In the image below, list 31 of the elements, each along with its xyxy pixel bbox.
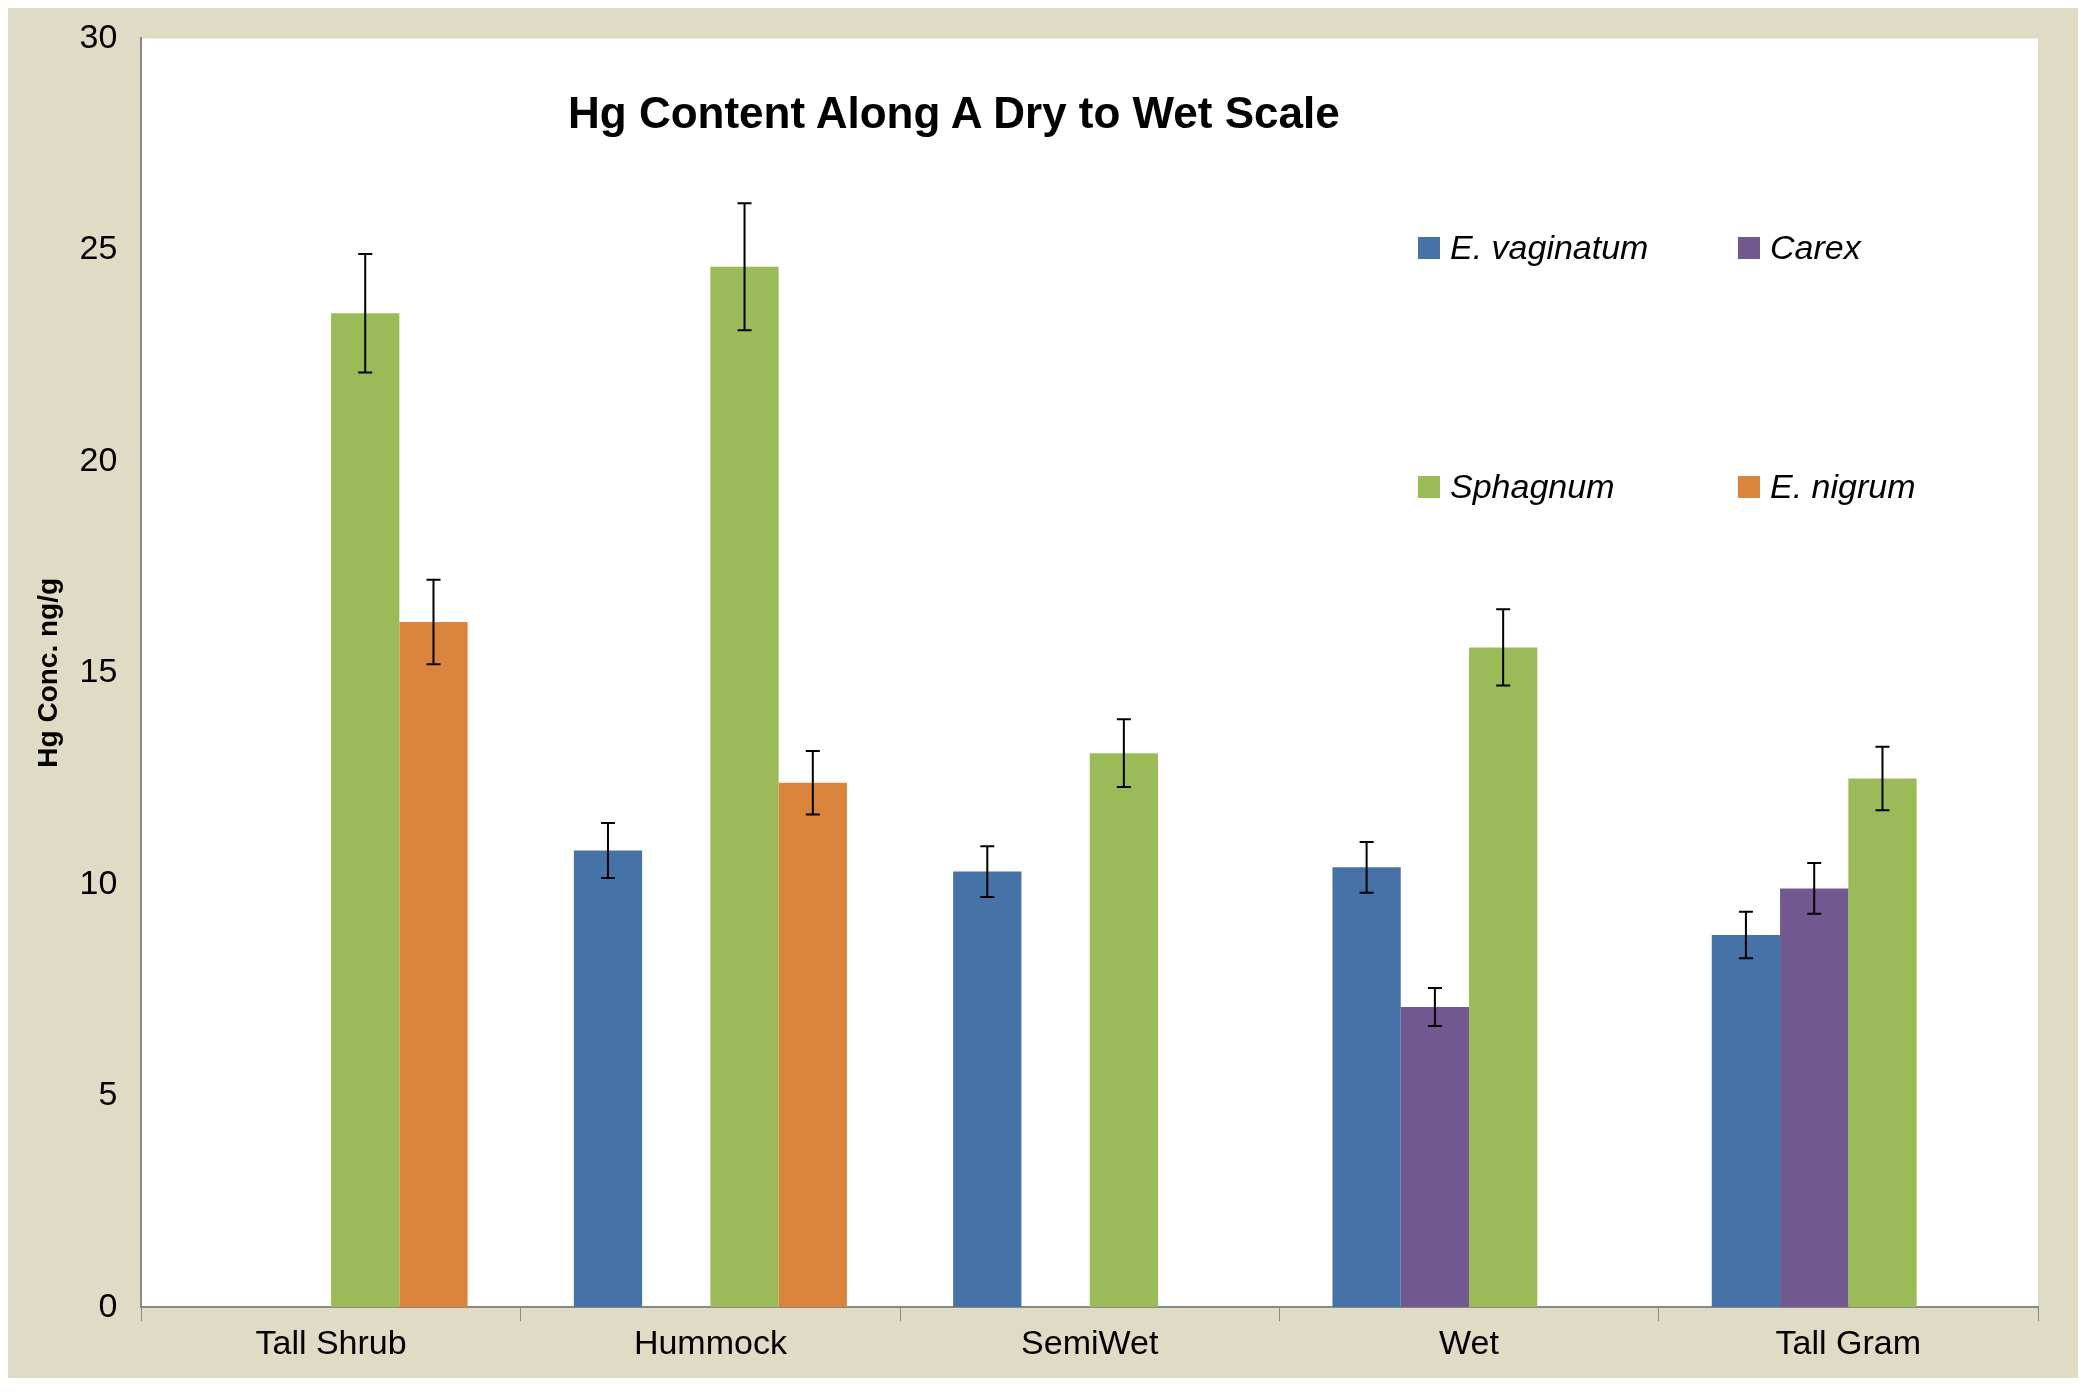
bar	[399, 622, 468, 1308]
y-tick-label: 25	[79, 228, 118, 267]
bar	[1780, 888, 1849, 1308]
x-tick-label: Tall Shrub	[255, 1322, 407, 1361]
x-tick-label: SemiWet	[1021, 1322, 1159, 1361]
x-tick-label: Wet	[1439, 1322, 1500, 1361]
bar	[1848, 778, 1917, 1308]
y-tick-label: 5	[98, 1074, 118, 1113]
legend-label: E. nigrum	[1770, 467, 1916, 506]
legend-label: E. vaginatum	[1450, 228, 1649, 267]
x-tick-label: Hummock	[633, 1322, 788, 1361]
text: Hg Content Along A Dry to Wet Scale	[568, 88, 1340, 138]
x-tick-label: Tall Gram	[1775, 1322, 1922, 1361]
y-tick-label: 15	[79, 651, 118, 690]
bar	[778, 782, 847, 1308]
y-tick-label: 20	[79, 439, 118, 478]
bar	[331, 313, 400, 1308]
bar	[953, 871, 1022, 1308]
bar	[1400, 1006, 1470, 1308]
legend-label: Carex	[1770, 228, 1861, 267]
y-tick-label: 30	[79, 16, 118, 55]
bar	[1711, 935, 1781, 1308]
y-tick-label: 10	[79, 862, 118, 901]
bar	[1469, 647, 1538, 1308]
bar	[1089, 753, 1158, 1308]
bar	[1332, 867, 1401, 1308]
y-axis-title: Hg Conc. ng/g	[31, 577, 63, 768]
bar	[710, 266, 779, 1308]
legend-label: Sphagnum	[1450, 467, 1615, 506]
y-tick-label: 0	[98, 1285, 118, 1324]
bar	[573, 850, 643, 1308]
